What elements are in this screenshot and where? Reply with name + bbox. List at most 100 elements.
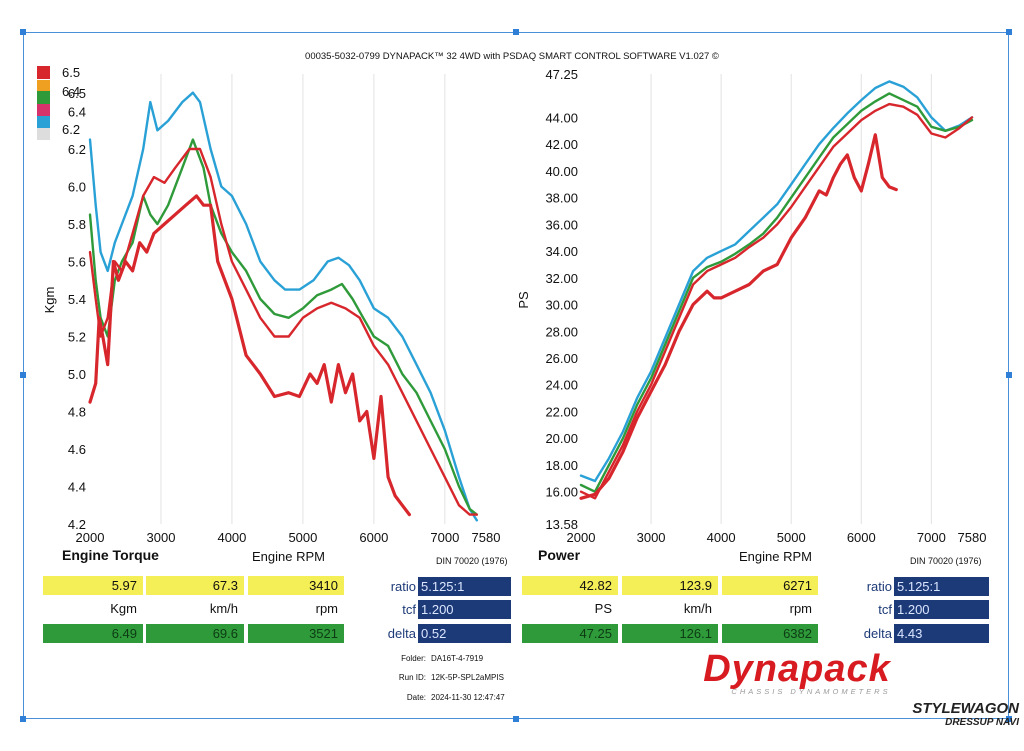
y-tick-label: 24.00 [545,378,578,393]
y-tick-label: 16.00 [545,485,578,500]
unit-label: Kgm [110,601,137,616]
legend-value: 6.5 [62,65,80,80]
ratio-label: ratio [390,579,416,594]
y-tick-label: 34.00 [545,244,578,259]
x-tick-label: 4000 [707,530,736,545]
y-tick-label: 28.00 [545,324,578,339]
y-tick-label: 30.00 [545,298,578,313]
y-tick-label: 6.2 [68,142,86,157]
unit-label: km/h [209,601,238,616]
brand-name: Dynapack [703,648,891,690]
y-tick-label: 20.00 [545,431,578,446]
watermark-line1: STYLEWAGON [912,700,1019,717]
max-torque-value: 6.49 [43,624,143,643]
x-axis-label: Engine RPM [739,549,812,564]
rpm-value: 3410 [248,576,344,595]
resize-handle[interactable] [20,29,26,35]
x-tick-label: 2000 [76,530,105,545]
date-label: Date: [406,693,426,702]
brand-tagline: CHASSIS DYNAMOMETERS [731,687,891,696]
y-tick-label: 22.00 [545,404,578,419]
x-tick-label: 3000 [637,530,666,545]
resize-handle[interactable] [1006,29,1012,35]
watermark-line2: DRESSUP NAVI [945,717,1019,728]
runid-value: 12K-5P-SPL2aMPIS [431,673,504,682]
max-speed-value: 69.6 [146,624,244,643]
report-header: 00035-5032-0799 DYNAPACK™ 32 4WD with PS… [305,51,719,62]
resize-handle[interactable] [513,29,519,35]
x-tick-label: 7580 [472,530,501,545]
tcf-value: 1.200 [418,600,511,619]
x-tick-label: 7000 [430,530,459,545]
legend-swatch [37,104,50,116]
y-axis-label: Kgm [42,287,57,314]
series-line [88,147,478,516]
series-line [579,102,974,500]
ratio-value: 5.125:1 [894,577,989,596]
runid-label: Run ID: [398,673,426,682]
series-line [579,133,898,500]
y-tick-label: 26.00 [545,351,578,366]
resize-handle[interactable] [20,716,26,722]
series-line [88,194,411,517]
resize-handle[interactable] [1006,372,1012,378]
din-label: DIN 70020 (1976) [910,556,982,566]
delta-value: 4.43 [894,624,989,643]
y-tick-label: 6.0 [68,180,86,195]
series-line [579,92,974,493]
x-axis-label: Engine RPM [252,549,325,564]
y-tick-label: 18.00 [545,458,578,473]
y-tick-label: 4.6 [68,442,86,457]
dynapack-logo: Dynapack CHASSIS DYNAMOMETERS [641,648,953,702]
unit-label: km/h [683,601,712,616]
legend-value: 6.2 [62,122,80,137]
x-tick-label: 6000 [847,530,876,545]
legend-swatch [37,91,50,104]
resize-handle[interactable] [1006,716,1012,722]
unit-label: rpm [789,601,812,616]
date-value: 2024-11-30 12:47:47 [431,693,505,702]
speed-value: 67.3 [146,576,244,595]
y-tick-label: 36.00 [545,217,578,232]
folder-label: Folder: [401,654,426,663]
x-tick-label: 6000 [359,530,388,545]
y-tick-label: 6.4 [68,105,86,120]
speed-value: 123.9 [622,576,718,595]
unit-label: rpm [315,601,338,616]
y-tick-label: 4.4 [68,480,86,495]
peak-power-value: 42.82 [522,576,618,595]
y-tick-label: 5.2 [68,330,86,345]
x-tick-label: 5000 [777,530,806,545]
y-tick-label: 42.00 [545,137,578,152]
unit-label: PS [594,601,612,616]
y-tick-label: 38.00 [545,191,578,206]
folder-value: DA16T-4-7919 [431,654,484,663]
ratio-label: ratio [866,579,892,594]
x-tick-label: 7580 [958,530,987,545]
y-tick-label: 5.0 [68,367,86,382]
delta-label: delta [863,626,892,641]
y-tick-label: 40.00 [545,164,578,179]
din-label: DIN 70020 (1976) [436,556,508,566]
tcf-label: tcf [878,602,892,617]
y-tick-label: 44.00 [545,110,578,125]
max-rpm-value: 3521 [248,624,344,643]
resize-handle[interactable] [20,372,26,378]
series-line [88,91,478,522]
x-tick-label: 2000 [567,530,596,545]
x-tick-label: 5000 [288,530,317,545]
peak-torque-value: 5.97 [43,576,143,595]
watermark: STYLEWAGON DRESSUP NAVI [905,700,1019,728]
resize-handle[interactable] [513,716,519,722]
y-tick-label: 32.00 [545,271,578,286]
legend-swatch [37,66,50,79]
y-tick-label: 5.6 [68,255,86,270]
max-speed-value: 126.1 [622,624,718,643]
max-rpm-value: 6382 [722,624,818,643]
y-tick-label: 47.25 [545,67,578,82]
tcf-value: 1.200 [894,600,989,619]
x-tick-label: 7000 [917,530,946,545]
ratio-value: 5.125:1 [418,577,511,596]
x-tick-label: 4000 [217,530,246,545]
y-tick-label: 4.2 [68,517,86,532]
